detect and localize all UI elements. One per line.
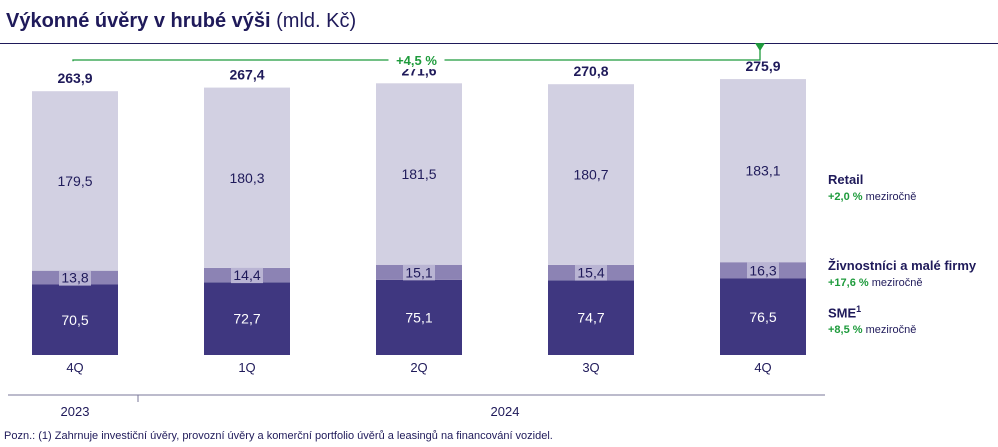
legend-retail-change: +2,0 % bbox=[828, 191, 863, 203]
segment-label-box-1 bbox=[231, 267, 263, 284]
year-label-2024: 2024 bbox=[491, 404, 520, 419]
segment-label-box-2 bbox=[403, 264, 435, 281]
legend-small-business-suffix: meziročně bbox=[871, 277, 923, 289]
legend-sme-footnote-marker: 1 bbox=[856, 304, 862, 314]
bar-segment-retail-2 bbox=[376, 83, 462, 265]
bar-segment-sme-4 bbox=[720, 278, 806, 355]
total-label-1: 267,4 bbox=[229, 67, 264, 83]
legend-retail-suffix: meziročně bbox=[865, 191, 917, 203]
segment-label-retail-4: 183,1 bbox=[745, 163, 780, 179]
segment-label-box-3 bbox=[575, 264, 607, 281]
segment-label-retail-0: 179,5 bbox=[57, 173, 92, 189]
segment-label-zivnostnici-a-male-firmy-3: 15,4 bbox=[577, 265, 604, 281]
title-unit: (mld. Kč) bbox=[276, 10, 357, 32]
segment-label-retail-3: 180,7 bbox=[573, 167, 608, 183]
year-label-2023: 2023 bbox=[61, 404, 90, 419]
footnote: Pozn.: (1) Zahrnuje investiční úvěry, pr… bbox=[4, 430, 553, 442]
bar-segment-sme-3 bbox=[548, 280, 634, 355]
legend-small-business-change: +17,6 % bbox=[828, 277, 869, 289]
legend-sme-name: SME bbox=[828, 305, 857, 321]
segment-label-sme-0: 70,5 bbox=[61, 312, 88, 328]
legend-small-business-name: Živnostníci a malé firmy bbox=[828, 258, 977, 273]
x-tick-label-0: 4Q bbox=[66, 360, 83, 375]
bar-segment-retail-0 bbox=[32, 91, 118, 271]
bar-segment-sme-1 bbox=[204, 282, 290, 355]
title-main: Výkonné úvěry v hrubé výši bbox=[6, 10, 271, 32]
x-tick-label-1: 1Q bbox=[238, 360, 255, 375]
legend-sme-change-row: +8,5 % meziročně bbox=[828, 324, 916, 336]
segment-label-zivnostnici-a-male-firmy-0: 13,8 bbox=[61, 270, 88, 286]
bar-segment-sme-0 bbox=[32, 284, 118, 355]
legend-sme-change: +8,5 % bbox=[828, 324, 863, 337]
bar-segment-retail-1 bbox=[204, 87, 290, 268]
total-label-3: 270,8 bbox=[573, 63, 608, 79]
bar-segment-sme-2 bbox=[376, 279, 462, 355]
bar-segment-retail-3 bbox=[548, 84, 634, 265]
segment-label-box-0 bbox=[59, 269, 91, 286]
legend-sme-name-row: SME1 bbox=[828, 304, 916, 320]
total-label-0: 263,9 bbox=[57, 70, 92, 86]
growth-label-bg bbox=[388, 51, 445, 69]
page-title: Výkonné úvěry v hrubé výši (mld. Kč) bbox=[6, 10, 356, 33]
segment-label-box-4 bbox=[747, 262, 779, 279]
legend-small-business-change-row: +17,6 % meziročně bbox=[828, 277, 976, 289]
segment-label-retail-2: 181,5 bbox=[401, 166, 436, 182]
segment-label-sme-2: 75,1 bbox=[405, 309, 432, 325]
growth-arrow-head bbox=[755, 43, 765, 52]
segment-label-sme-3: 74,7 bbox=[577, 310, 604, 326]
growth-label: +4,5 % bbox=[396, 53, 437, 68]
x-tick-label-4: 4Q bbox=[754, 360, 771, 375]
segment-label-zivnostnici-a-male-firmy-4: 16,3 bbox=[749, 262, 776, 278]
segment-label-sme-1: 72,7 bbox=[233, 311, 260, 327]
segment-label-sme-4: 76,5 bbox=[749, 309, 776, 325]
bar-segment-retail-4 bbox=[720, 79, 806, 263]
segment-label-retail-1: 180,3 bbox=[229, 170, 264, 186]
title-divider bbox=[0, 43, 998, 44]
segment-label-zivnostnici-a-male-firmy-2: 15,1 bbox=[405, 264, 432, 280]
legend-retail-change-row: +2,0 % meziročně bbox=[828, 191, 916, 203]
x-tick-label-2: 2Q bbox=[410, 360, 427, 375]
legend-retail-name: Retail bbox=[828, 172, 864, 187]
legend-sme-suffix: meziročně bbox=[865, 324, 917, 337]
legend-sme: SME1 +8,5 % meziročně bbox=[828, 304, 916, 336]
legend-retail: Retail +2,0 % meziročně bbox=[828, 172, 916, 203]
segment-label-zivnostnici-a-male-firmy-1: 14,4 bbox=[233, 267, 260, 283]
total-label-4: 275,9 bbox=[745, 58, 780, 74]
legend-small-business: Živnostníci a malé firmy +17,6 % meziroč… bbox=[828, 258, 976, 289]
x-tick-label-3: 3Q bbox=[582, 360, 599, 375]
